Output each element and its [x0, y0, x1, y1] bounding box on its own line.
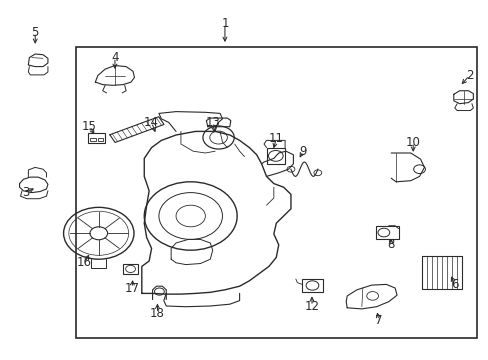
Bar [375, 226, 398, 239]
Text: 4: 4 [111, 51, 119, 64]
Bar [88, 133, 105, 143]
Text: 14: 14 [144, 116, 159, 129]
Text: 5: 5 [31, 26, 39, 39]
Bar [123, 264, 138, 274]
Text: 1: 1 [221, 17, 228, 30]
Text: 3: 3 [21, 186, 29, 199]
Bar [98, 138, 102, 141]
Bar [90, 138, 96, 141]
Text: 16: 16 [77, 256, 92, 269]
Bar [266, 148, 285, 164]
Text: 15: 15 [82, 120, 97, 132]
Text: 17: 17 [124, 282, 139, 294]
Bar [302, 279, 322, 292]
Bar [76, 47, 476, 338]
Text: 8: 8 [386, 238, 394, 251]
Text: 6: 6 [450, 278, 458, 291]
Text: 9: 9 [299, 145, 306, 158]
Text: 11: 11 [268, 132, 283, 145]
Text: 2: 2 [465, 69, 472, 82]
Text: 12: 12 [304, 300, 319, 312]
Text: 10: 10 [405, 136, 420, 149]
Text: 18: 18 [150, 307, 164, 320]
Text: 13: 13 [205, 116, 220, 129]
Text: 7: 7 [374, 314, 382, 327]
